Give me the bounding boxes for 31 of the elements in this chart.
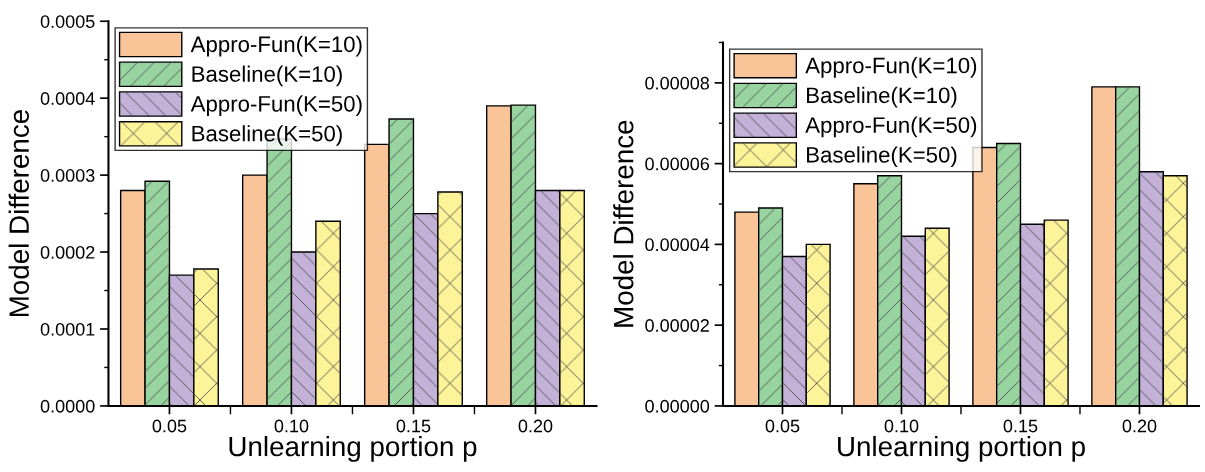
- legend-label: Baseline(K=50): [807, 146, 957, 168]
- x-tick-label: 0.15: [1003, 419, 1038, 433]
- x-tick-label: 0.15: [396, 419, 431, 433]
- y-tick-label: 0.0002: [40, 245, 95, 259]
- x-axis-title: Unlearning portion p: [229, 435, 477, 462]
- y-axis-title: Model Difference: [613, 120, 634, 327]
- x-tick-label: 0.20: [518, 419, 553, 433]
- legend-label: Baseline(K=10): [807, 86, 957, 108]
- x-tick-label: 0.10: [274, 419, 309, 433]
- x-tick-label: 0.05: [765, 419, 800, 433]
- y-tick-label: 0.0001: [40, 322, 95, 336]
- legend-label: Appro-Fun(K=10): [805, 57, 977, 78]
- x-tick-label: 0.10: [884, 419, 919, 433]
- y-tick-label: 0.00008: [645, 76, 710, 90]
- y-tick-label: 0.00002: [645, 319, 709, 332]
- legend-label: Appro-Fun(K=50): [190, 95, 362, 117]
- y-tick-label: 0.00006: [645, 157, 710, 171]
- legend-label: Baseline(K=10): [192, 65, 342, 87]
- legend-label: Appro-Fun(K=50): [805, 116, 977, 138]
- legend-label: Baseline(K=50): [192, 125, 342, 146]
- y-axis-title: Model Difference: [8, 110, 29, 317]
- y-tick-label: 0.0000: [40, 399, 95, 413]
- legend-label: Appro-Fun(K=10): [190, 35, 362, 57]
- y-tick-label: 0.00004: [645, 238, 710, 252]
- y-tick-label: 0.0003: [40, 169, 95, 182]
- x-axis-title: Unlearning portion p: [838, 435, 1085, 462]
- y-tick-label: 0.0005: [40, 15, 95, 28]
- y-tick-label: 0.00000: [645, 399, 710, 413]
- y-tick-label: 0.0004: [40, 92, 95, 105]
- x-tick-label: 0.20: [1122, 419, 1157, 433]
- x-tick-label: 0.05: [152, 419, 187, 433]
